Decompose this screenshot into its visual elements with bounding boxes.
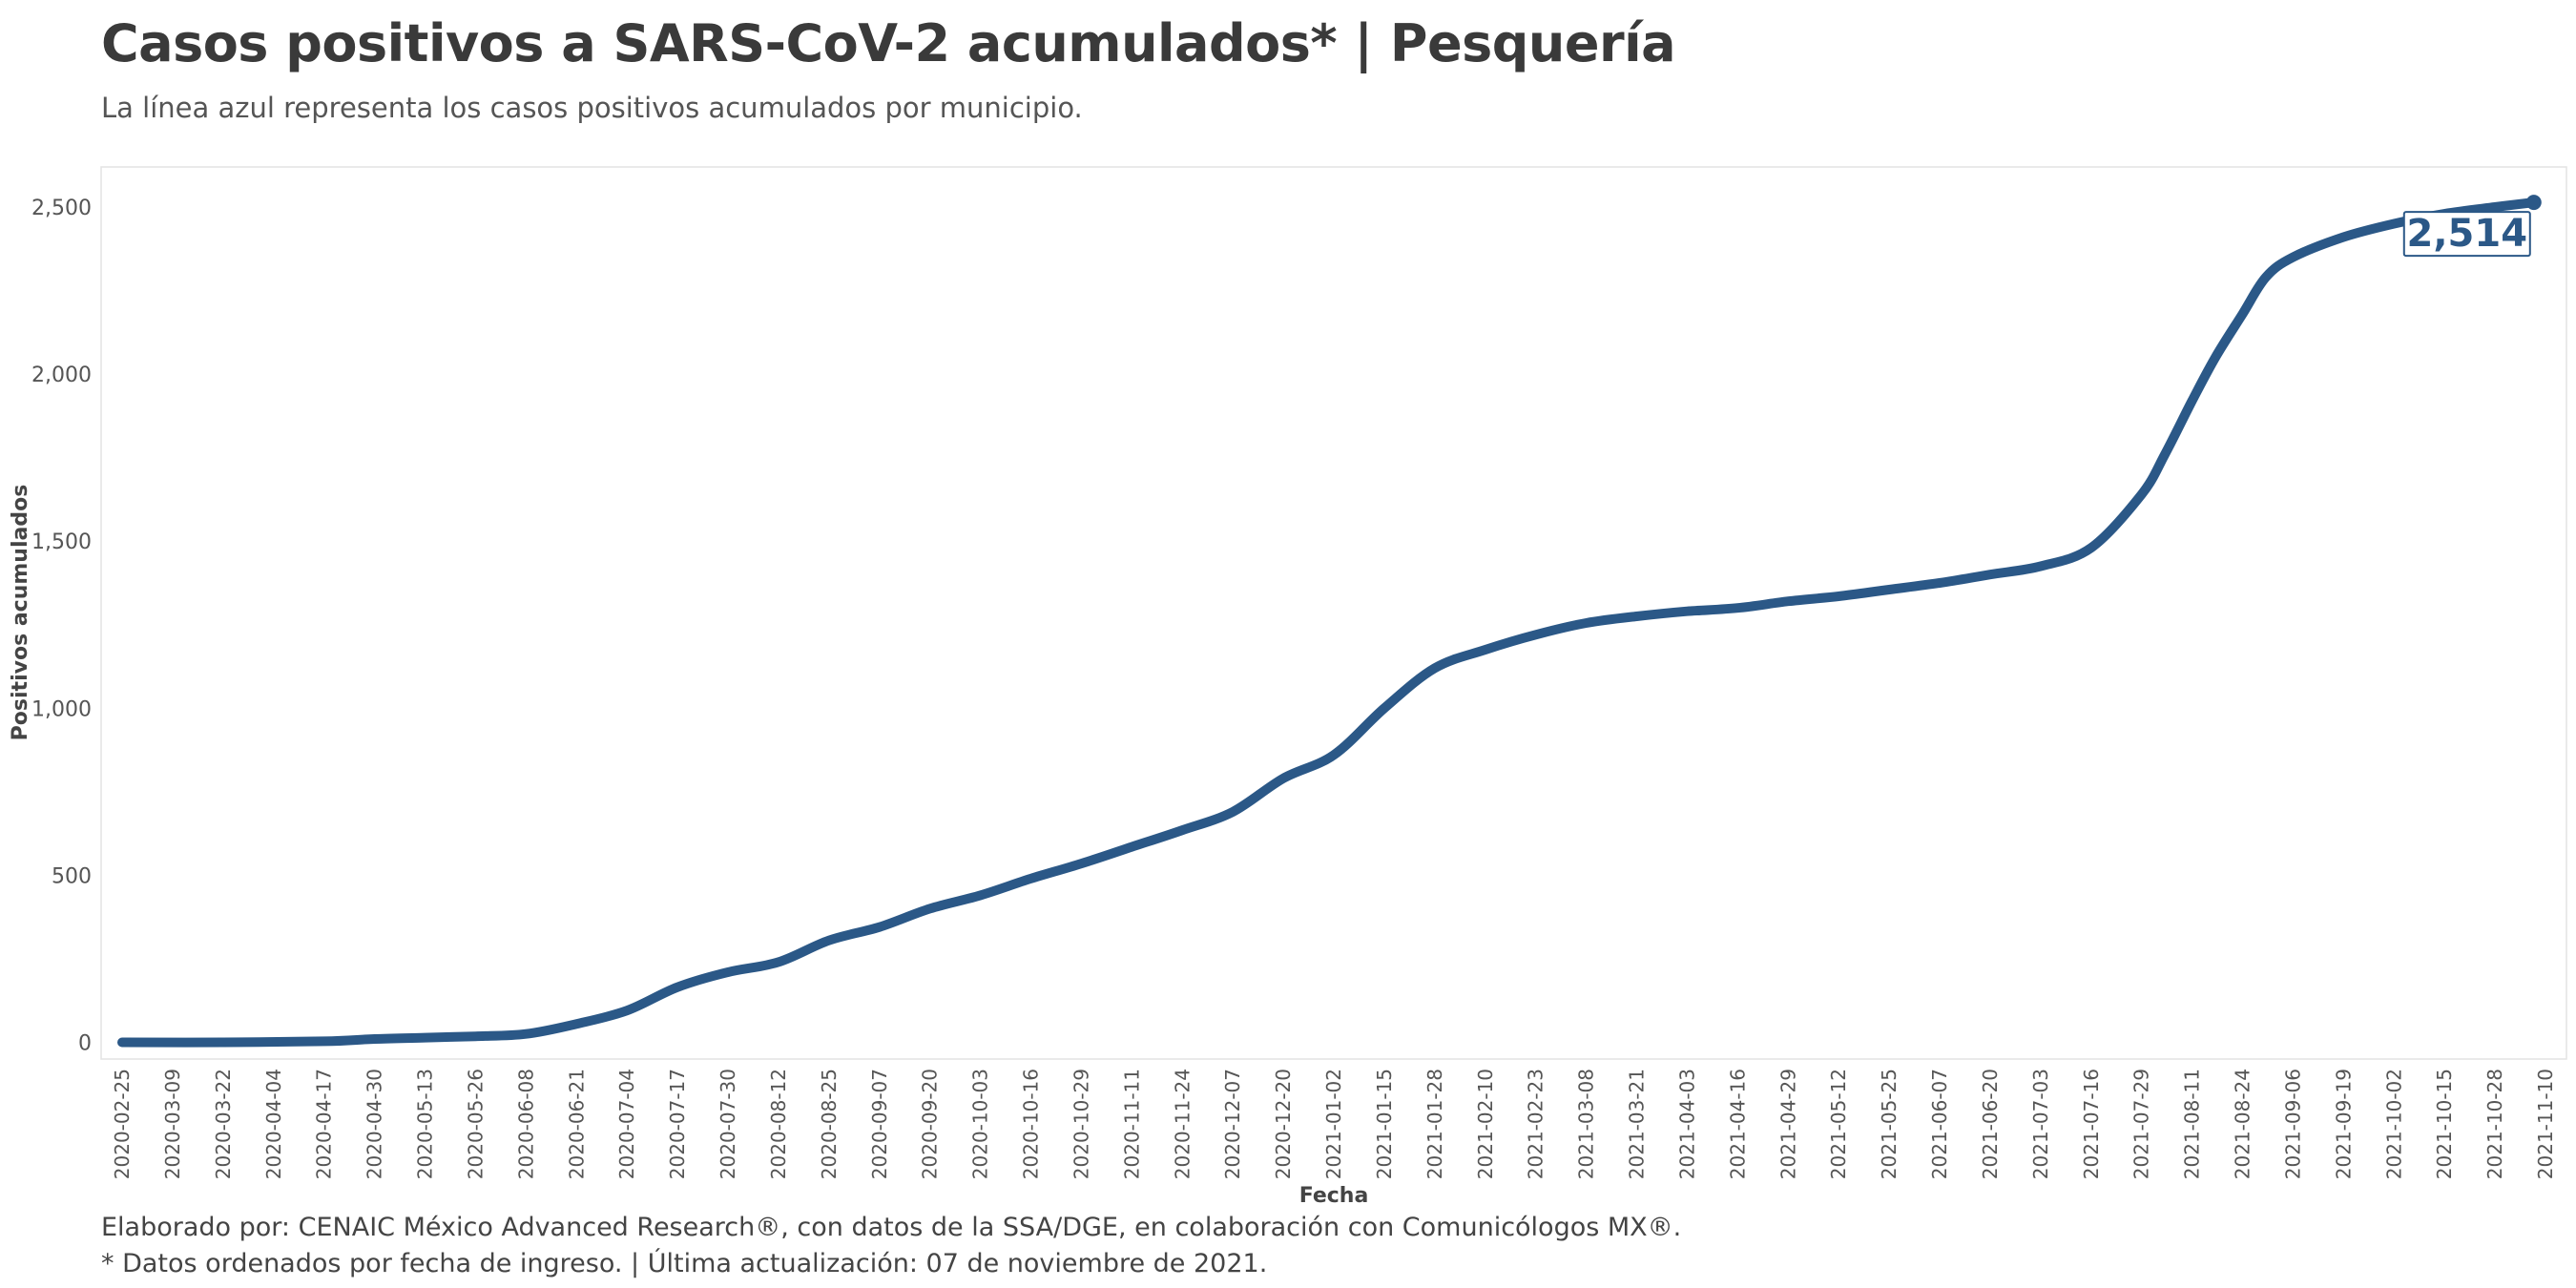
x-tick-label: 2021-04-16 bbox=[1726, 1069, 1749, 1179]
chart-title: Casos positivos a SARS-CoV-2 acumulados*… bbox=[101, 13, 1676, 73]
x-tick-label: 2021-07-03 bbox=[2029, 1069, 2052, 1179]
x-tick-label: 2020-11-24 bbox=[1171, 1069, 1194, 1179]
last-point-marker bbox=[2525, 195, 2542, 211]
x-tick-label: 2021-01-15 bbox=[1373, 1069, 1396, 1179]
plot-panel bbox=[100, 166, 2567, 1060]
x-tick-label: 2020-11-11 bbox=[1120, 1069, 1143, 1179]
x-tick-label: 2020-10-03 bbox=[969, 1069, 992, 1179]
series-line bbox=[117, 197, 2539, 1048]
x-tick-label: 2021-09-06 bbox=[2281, 1069, 2304, 1179]
x-tick-label: 2020-04-30 bbox=[364, 1069, 386, 1179]
x-tick-label: 2020-03-22 bbox=[212, 1069, 235, 1179]
x-tick-label: 2020-07-04 bbox=[615, 1069, 638, 1179]
x-tick-label: 2020-10-29 bbox=[1070, 1069, 1092, 1179]
x-tick-label: 2020-12-07 bbox=[1221, 1069, 1244, 1179]
x-axis-title: Fecha bbox=[1299, 1184, 1369, 1208]
x-tick-label: 2020-05-26 bbox=[464, 1069, 487, 1179]
caption-line: * Datos ordenados por fecha de ingreso. … bbox=[101, 1249, 1268, 1278]
x-tick-label: 2020-09-07 bbox=[868, 1069, 891, 1179]
x-tick-label: 2021-04-03 bbox=[1675, 1069, 1698, 1179]
x-tick-label: 2021-10-02 bbox=[2382, 1069, 2405, 1179]
y-tick-label: 1,500 bbox=[31, 530, 92, 554]
x-tick-label: 2021-04-29 bbox=[1776, 1069, 1799, 1179]
x-tick-label: 2020-08-25 bbox=[818, 1069, 841, 1179]
x-tick-label: 2020-07-30 bbox=[717, 1069, 739, 1179]
y-tick-label: 2,000 bbox=[31, 364, 92, 387]
x-tick-label: 2021-07-29 bbox=[2130, 1069, 2153, 1179]
x-tick-label: 2020-10-16 bbox=[1020, 1069, 1043, 1179]
x-tick-label: 2020-06-21 bbox=[565, 1069, 588, 1179]
y-tick-label: 0 bbox=[78, 1031, 92, 1055]
last-value-callout: 2,514 bbox=[2402, 211, 2531, 258]
y-tick-label: 1,000 bbox=[31, 697, 92, 721]
last-value-label: 2,514 bbox=[2407, 212, 2528, 256]
x-tick-label: 2021-01-02 bbox=[1322, 1069, 1345, 1179]
x-tick-label: 2020-06-08 bbox=[514, 1069, 537, 1179]
last-value-box bbox=[2402, 211, 2531, 258]
x-tick-label: 2021-10-15 bbox=[2433, 1069, 2456, 1179]
x-axis: 2020-02-25 2020-03-09 2020-03-22 2020-04-04… bbox=[111, 1069, 2557, 1179]
x-tick-label: 2021-02-10 bbox=[1474, 1069, 1497, 1179]
caption-line: Elaborado por: CENAIC México Advanced Re… bbox=[101, 1213, 1682, 1242]
caption: Elaborado por: CENAIC México Advanced Re… bbox=[101, 1210, 1681, 1282]
x-tick-label: 2020-04-04 bbox=[262, 1069, 285, 1179]
x-tick-label: 2021-09-19 bbox=[2332, 1069, 2355, 1179]
y-tick-label: 2,500 bbox=[31, 197, 92, 220]
x-tick-label: 2021-03-21 bbox=[1626, 1069, 1649, 1179]
x-tick-label: 2021-06-07 bbox=[1928, 1069, 1951, 1179]
x-tick-label: 2020-04-17 bbox=[313, 1069, 336, 1179]
x-tick-label: 2021-02-23 bbox=[1525, 1069, 1548, 1179]
y-axis: 0 500 1,000 1,500 2,000 2,500 bbox=[31, 197, 92, 1055]
x-tick-label: 2021-10-28 bbox=[2483, 1069, 2506, 1179]
x-tick-label: 2020-03-09 bbox=[161, 1069, 184, 1179]
y-axis-title: Positivos acumulados bbox=[9, 485, 32, 741]
x-tick-label: 2020-09-20 bbox=[919, 1069, 942, 1179]
x-tick-label: 2021-06-20 bbox=[1979, 1069, 2002, 1179]
x-tick-label: 2021-03-08 bbox=[1575, 1069, 1598, 1179]
x-tick-label: 2020-12-20 bbox=[1272, 1069, 1295, 1179]
x-tick-label: 2020-07-17 bbox=[666, 1069, 689, 1179]
x-tick-label: 2021-11-10 bbox=[2534, 1069, 2557, 1179]
y-tick-label: 500 bbox=[52, 864, 92, 888]
x-tick-label: 2021-05-25 bbox=[1878, 1069, 1901, 1179]
x-tick-label: 2021-07-16 bbox=[2080, 1069, 2103, 1179]
x-tick-label: 2020-05-13 bbox=[414, 1069, 437, 1179]
x-tick-label: 2020-02-25 bbox=[111, 1069, 134, 1179]
x-tick-label: 2021-08-24 bbox=[2232, 1069, 2254, 1179]
x-tick-label: 2020-08-12 bbox=[767, 1069, 790, 1179]
x-tick-label: 2021-01-28 bbox=[1423, 1069, 1446, 1179]
x-tick-label: 2021-05-12 bbox=[1827, 1069, 1850, 1179]
x-tick-label: 2021-08-11 bbox=[2181, 1069, 2204, 1179]
chart-subtitle: La línea azul representa los casos posit… bbox=[101, 92, 1083, 124]
